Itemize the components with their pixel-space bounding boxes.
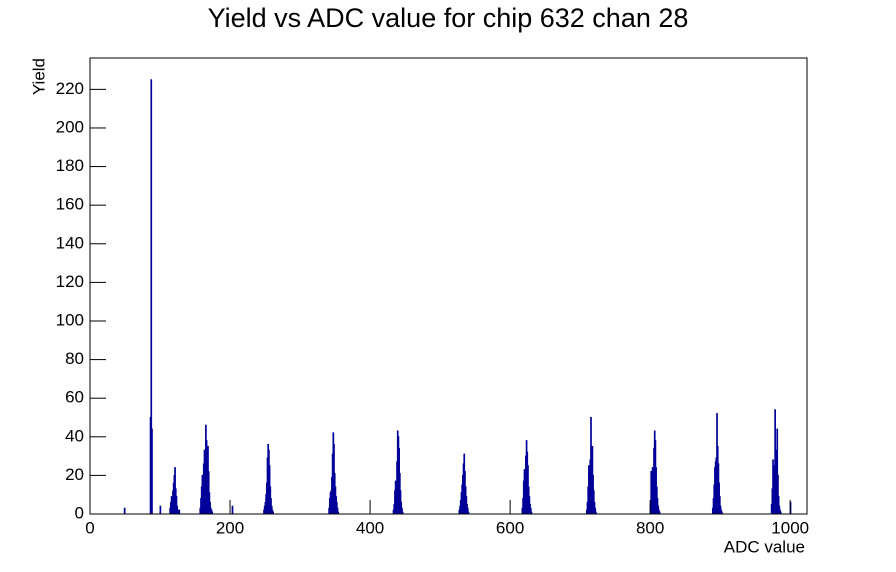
histogram-bin [777, 496, 780, 514]
histogram-bin [721, 511, 723, 514]
histogram-bin [337, 511, 340, 514]
histogram-bin [595, 511, 597, 514]
histogram-bin [231, 505, 234, 514]
y-tick-label: 0 [75, 503, 84, 522]
histogram-bin [467, 511, 470, 514]
histogram-bin [529, 507, 532, 514]
x-tick-label: 800 [636, 518, 664, 537]
y-tick-label: 60 [65, 388, 84, 407]
histogram-bin [177, 509, 179, 514]
y-tick-label: 160 [56, 195, 84, 214]
y-tick-label: 220 [56, 79, 84, 98]
histogram-bin [776, 428, 779, 514]
y-axis-label: Yield [29, 58, 48, 95]
histogram-bin [272, 511, 274, 514]
histogram-bin [336, 507, 339, 514]
histogram-bin [401, 511, 404, 514]
x-tick-label: 0 [85, 518, 94, 537]
histogram-bin [777, 474, 779, 514]
plot-frame [89, 57, 808, 515]
histogram-bin [658, 511, 661, 514]
histogram-bin [779, 511, 782, 514]
histogram-bin [211, 511, 214, 514]
histogram-bin [151, 428, 153, 514]
x-axis-label: ADC value [724, 537, 805, 556]
x-tick-label: 1000 [771, 518, 809, 537]
y-tick-label: 80 [65, 349, 84, 368]
y-tick-label: 20 [65, 465, 84, 484]
histogram-bin [401, 507, 403, 514]
histogram-bin [774, 409, 776, 514]
histogram-bin [530, 511, 533, 514]
histogram-bin [466, 507, 469, 514]
y-tick-label: 40 [65, 426, 84, 445]
chart-title: Yield vs ADC value for chip 632 chan 28 [208, 3, 689, 33]
histogram-bin [150, 79, 153, 514]
histogram-bin [123, 507, 126, 514]
histogram-bin [651, 467, 654, 514]
histogram-bin [594, 507, 597, 514]
x-tick-label: 400 [356, 518, 384, 537]
histogram-bin [159, 505, 162, 514]
y-tick-label: 200 [56, 117, 84, 136]
y-tick-label: 120 [56, 272, 84, 291]
histogram-bin [178, 509, 181, 514]
x-tick-label: 600 [496, 518, 524, 537]
x-tick-label: 200 [216, 518, 244, 537]
histogram-bin [175, 496, 178, 514]
y-tick-label: 140 [56, 233, 84, 252]
histogram-bin [718, 496, 721, 514]
y-tick-label: 180 [56, 156, 84, 175]
y-tick-label: 100 [56, 310, 84, 329]
